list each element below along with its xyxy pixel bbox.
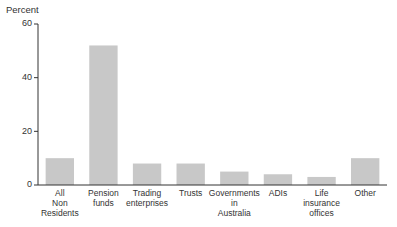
- bar: [133, 164, 161, 185]
- x-tick-label: Other: [355, 188, 376, 198]
- y-axis-label: Percent: [6, 4, 39, 15]
- y-tick-label: 40: [22, 72, 32, 82]
- y-tick: [34, 77, 38, 78]
- y-axis-line: [38, 24, 39, 185]
- bars: [46, 45, 380, 185]
- x-tick-label: Lifeinsuranceoffices: [303, 188, 340, 218]
- bar: [307, 177, 335, 185]
- y-tick: [34, 185, 38, 186]
- x-tick-label: Trusts: [179, 188, 202, 198]
- y-tick: [34, 131, 38, 132]
- bar: [351, 158, 379, 185]
- chart: 0 20 40 60 AllNonResidents Pensionfunds Tradin…: [0, 0, 397, 227]
- bar: [46, 158, 74, 185]
- bar: [177, 164, 205, 185]
- bar: [89, 45, 117, 185]
- bar: [220, 172, 248, 185]
- x-axis-line: [38, 185, 387, 186]
- y-tick-label: 0: [27, 179, 32, 189]
- x-tick-label: Tradingenterprises: [126, 188, 168, 208]
- y-tick-label: 20: [22, 126, 32, 136]
- x-tick-label: GovernmentsinAustralia: [209, 188, 260, 218]
- y-tick-label: 60: [22, 18, 32, 28]
- bar: [264, 174, 292, 185]
- x-tick-label: Pensionfunds: [88, 188, 119, 208]
- y-tick: [34, 24, 38, 25]
- x-tick-label: AllNonResidents: [41, 188, 79, 218]
- x-tick-label: ADIs: [269, 188, 287, 198]
